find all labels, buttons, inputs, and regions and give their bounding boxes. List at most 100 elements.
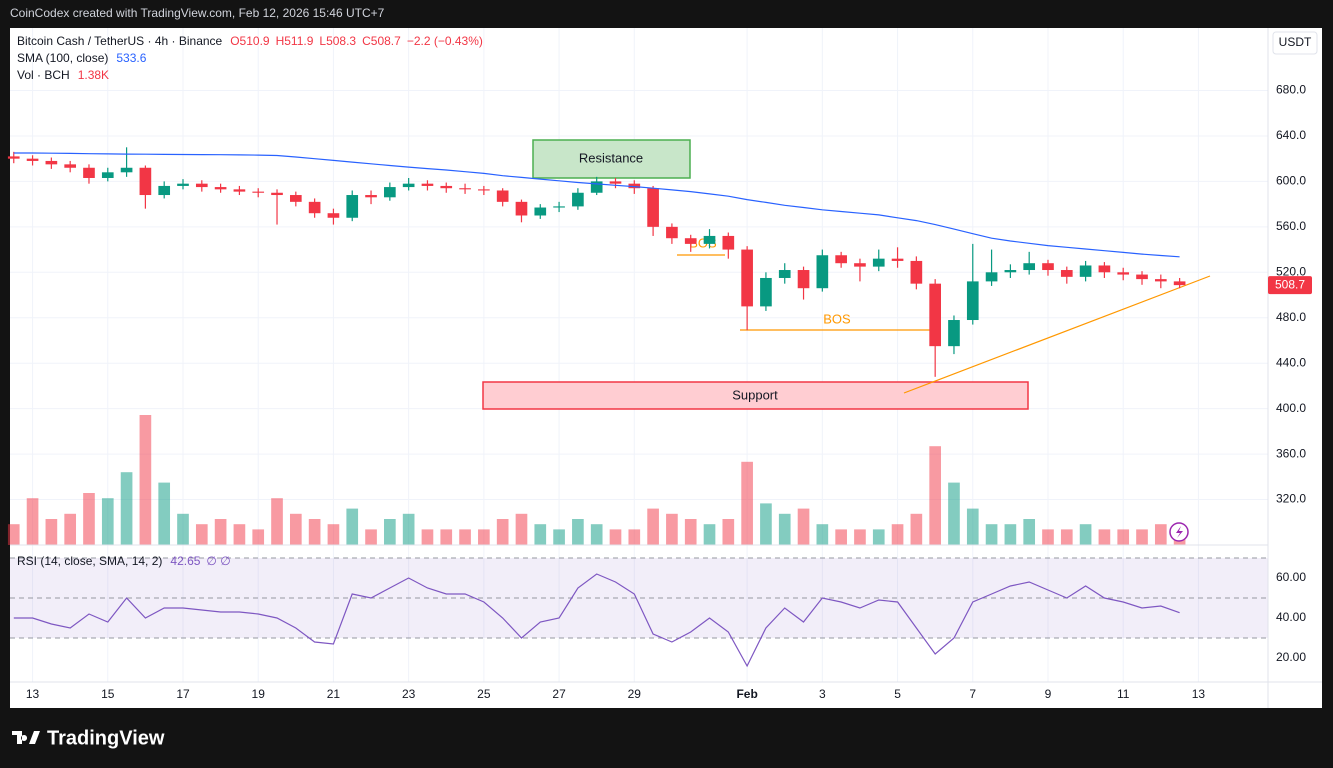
y-tick-label: 560.0 <box>1276 219 1306 233</box>
change: −2.2 (−0.43%) <box>407 34 483 48</box>
support-box <box>482 381 1029 410</box>
candle-body <box>101 172 114 178</box>
volume-bar <box>233 524 246 545</box>
candle-body <box>384 187 396 198</box>
volume-bar <box>515 513 528 545</box>
y-tick-label: 320.0 <box>1276 492 1306 506</box>
candle-body <box>572 192 584 207</box>
y-tick-label: 400.0 <box>1276 401 1306 415</box>
candles <box>7 147 1186 377</box>
volume-bar <box>929 446 941 545</box>
rsi-tick-label: 60.00 <box>1276 570 1306 584</box>
candle-body <box>854 263 866 267</box>
candle-body <box>515 201 528 216</box>
x-tick-label: 27 <box>552 687 566 701</box>
resistance-label: Resistance <box>579 150 643 165</box>
volume-bar <box>741 461 753 545</box>
resistance-box <box>532 139 691 179</box>
volume-bar <box>1042 529 1054 545</box>
volume-bar <box>459 529 471 545</box>
volume-bar <box>910 513 923 545</box>
candle-body <box>177 183 189 186</box>
y-tick-label: 440.0 <box>1276 355 1306 369</box>
y-tick-label: 360.0 <box>1276 446 1306 460</box>
candle-body <box>139 167 152 196</box>
brand: TradingView <box>47 727 165 749</box>
volume-bar <box>891 524 904 545</box>
candle-body <box>421 183 434 186</box>
candle-body <box>910 260 923 284</box>
volume-bar <box>214 519 227 545</box>
candle-body <box>1098 265 1111 273</box>
candle-body <box>1173 281 1186 286</box>
candle-body <box>1004 270 1017 273</box>
candle-body <box>666 226 678 239</box>
volume-bar <box>797 508 810 545</box>
volume-bar <box>948 482 960 545</box>
volume-bar <box>26 498 39 545</box>
volume <box>7 415 1186 545</box>
candle-body <box>45 160 58 165</box>
x-tick-label: 17 <box>176 687 190 701</box>
candle-body <box>402 183 415 188</box>
x-tick-label: 9 <box>1045 687 1052 701</box>
volume-bar <box>440 529 453 545</box>
volume-bar <box>271 498 283 545</box>
candle-body <box>7 156 20 159</box>
candle-body <box>891 258 904 261</box>
volume-bar <box>628 529 641 545</box>
rsi-tick-label: 40.00 <box>1276 610 1306 624</box>
volume-bar <box>816 524 829 545</box>
candle-body <box>26 158 39 161</box>
volume-bar <box>101 498 114 545</box>
volume-bar <box>647 508 659 545</box>
volume-bar <box>1079 524 1092 545</box>
volume-bar <box>590 524 603 545</box>
candle-body <box>684 238 697 244</box>
volume-bar <box>365 529 377 545</box>
volume-bar <box>496 519 509 545</box>
y-tick-label: 640.0 <box>1276 128 1306 142</box>
volume-bar <box>346 508 359 545</box>
x-tick-label: 13 <box>26 687 40 701</box>
candle-body <box>459 188 471 190</box>
x-tick-label: 29 <box>628 687 642 701</box>
candle-body <box>948 320 960 347</box>
volume-bar <box>402 513 415 545</box>
candle-body <box>1042 263 1054 271</box>
x-tick-label: 7 <box>969 687 976 701</box>
x-tick-label: 25 <box>477 687 491 701</box>
sma-value: 533.6 <box>116 51 146 65</box>
volume-bar <box>289 513 302 545</box>
ohlc: L508.3 <box>319 34 356 48</box>
volume-bar <box>1060 529 1073 545</box>
volume-bar <box>666 513 678 545</box>
volume-bar <box>158 482 171 545</box>
candle-body <box>1117 272 1130 275</box>
legend-sma: SMA (100, close) 533.6 <box>17 51 147 65</box>
candle-body <box>1136 274 1148 280</box>
volume-bar <box>384 519 396 545</box>
volume-bar <box>195 524 208 545</box>
legend-rsi: RSI (14, close, SMA, 14, 2) 42.65 ∅ ∅ <box>17 554 231 568</box>
x-tick-label: 19 <box>252 687 266 701</box>
volume-bar <box>854 529 866 545</box>
candle-body <box>590 181 603 193</box>
sma-line <box>13 152 1180 258</box>
candle-body <box>83 167 95 178</box>
candle-body <box>1079 265 1092 277</box>
rsi-line <box>13 573 1180 668</box>
candle-body <box>647 188 659 227</box>
volume-bar <box>421 529 434 545</box>
rsi-tick-label: 20.00 <box>1276 650 1306 664</box>
x-tick-label: 21 <box>327 687 341 701</box>
volume-bar <box>835 529 847 545</box>
volume-bar <box>760 503 772 545</box>
legend-volume: Vol · BCH 1.38K <box>17 68 109 82</box>
volume-bar <box>45 519 58 545</box>
volume-bar <box>872 529 885 545</box>
volume-bar <box>478 529 490 545</box>
sma-name: SMA (100, close) <box>17 51 108 65</box>
y-tick-label: 520.0 <box>1276 264 1306 278</box>
